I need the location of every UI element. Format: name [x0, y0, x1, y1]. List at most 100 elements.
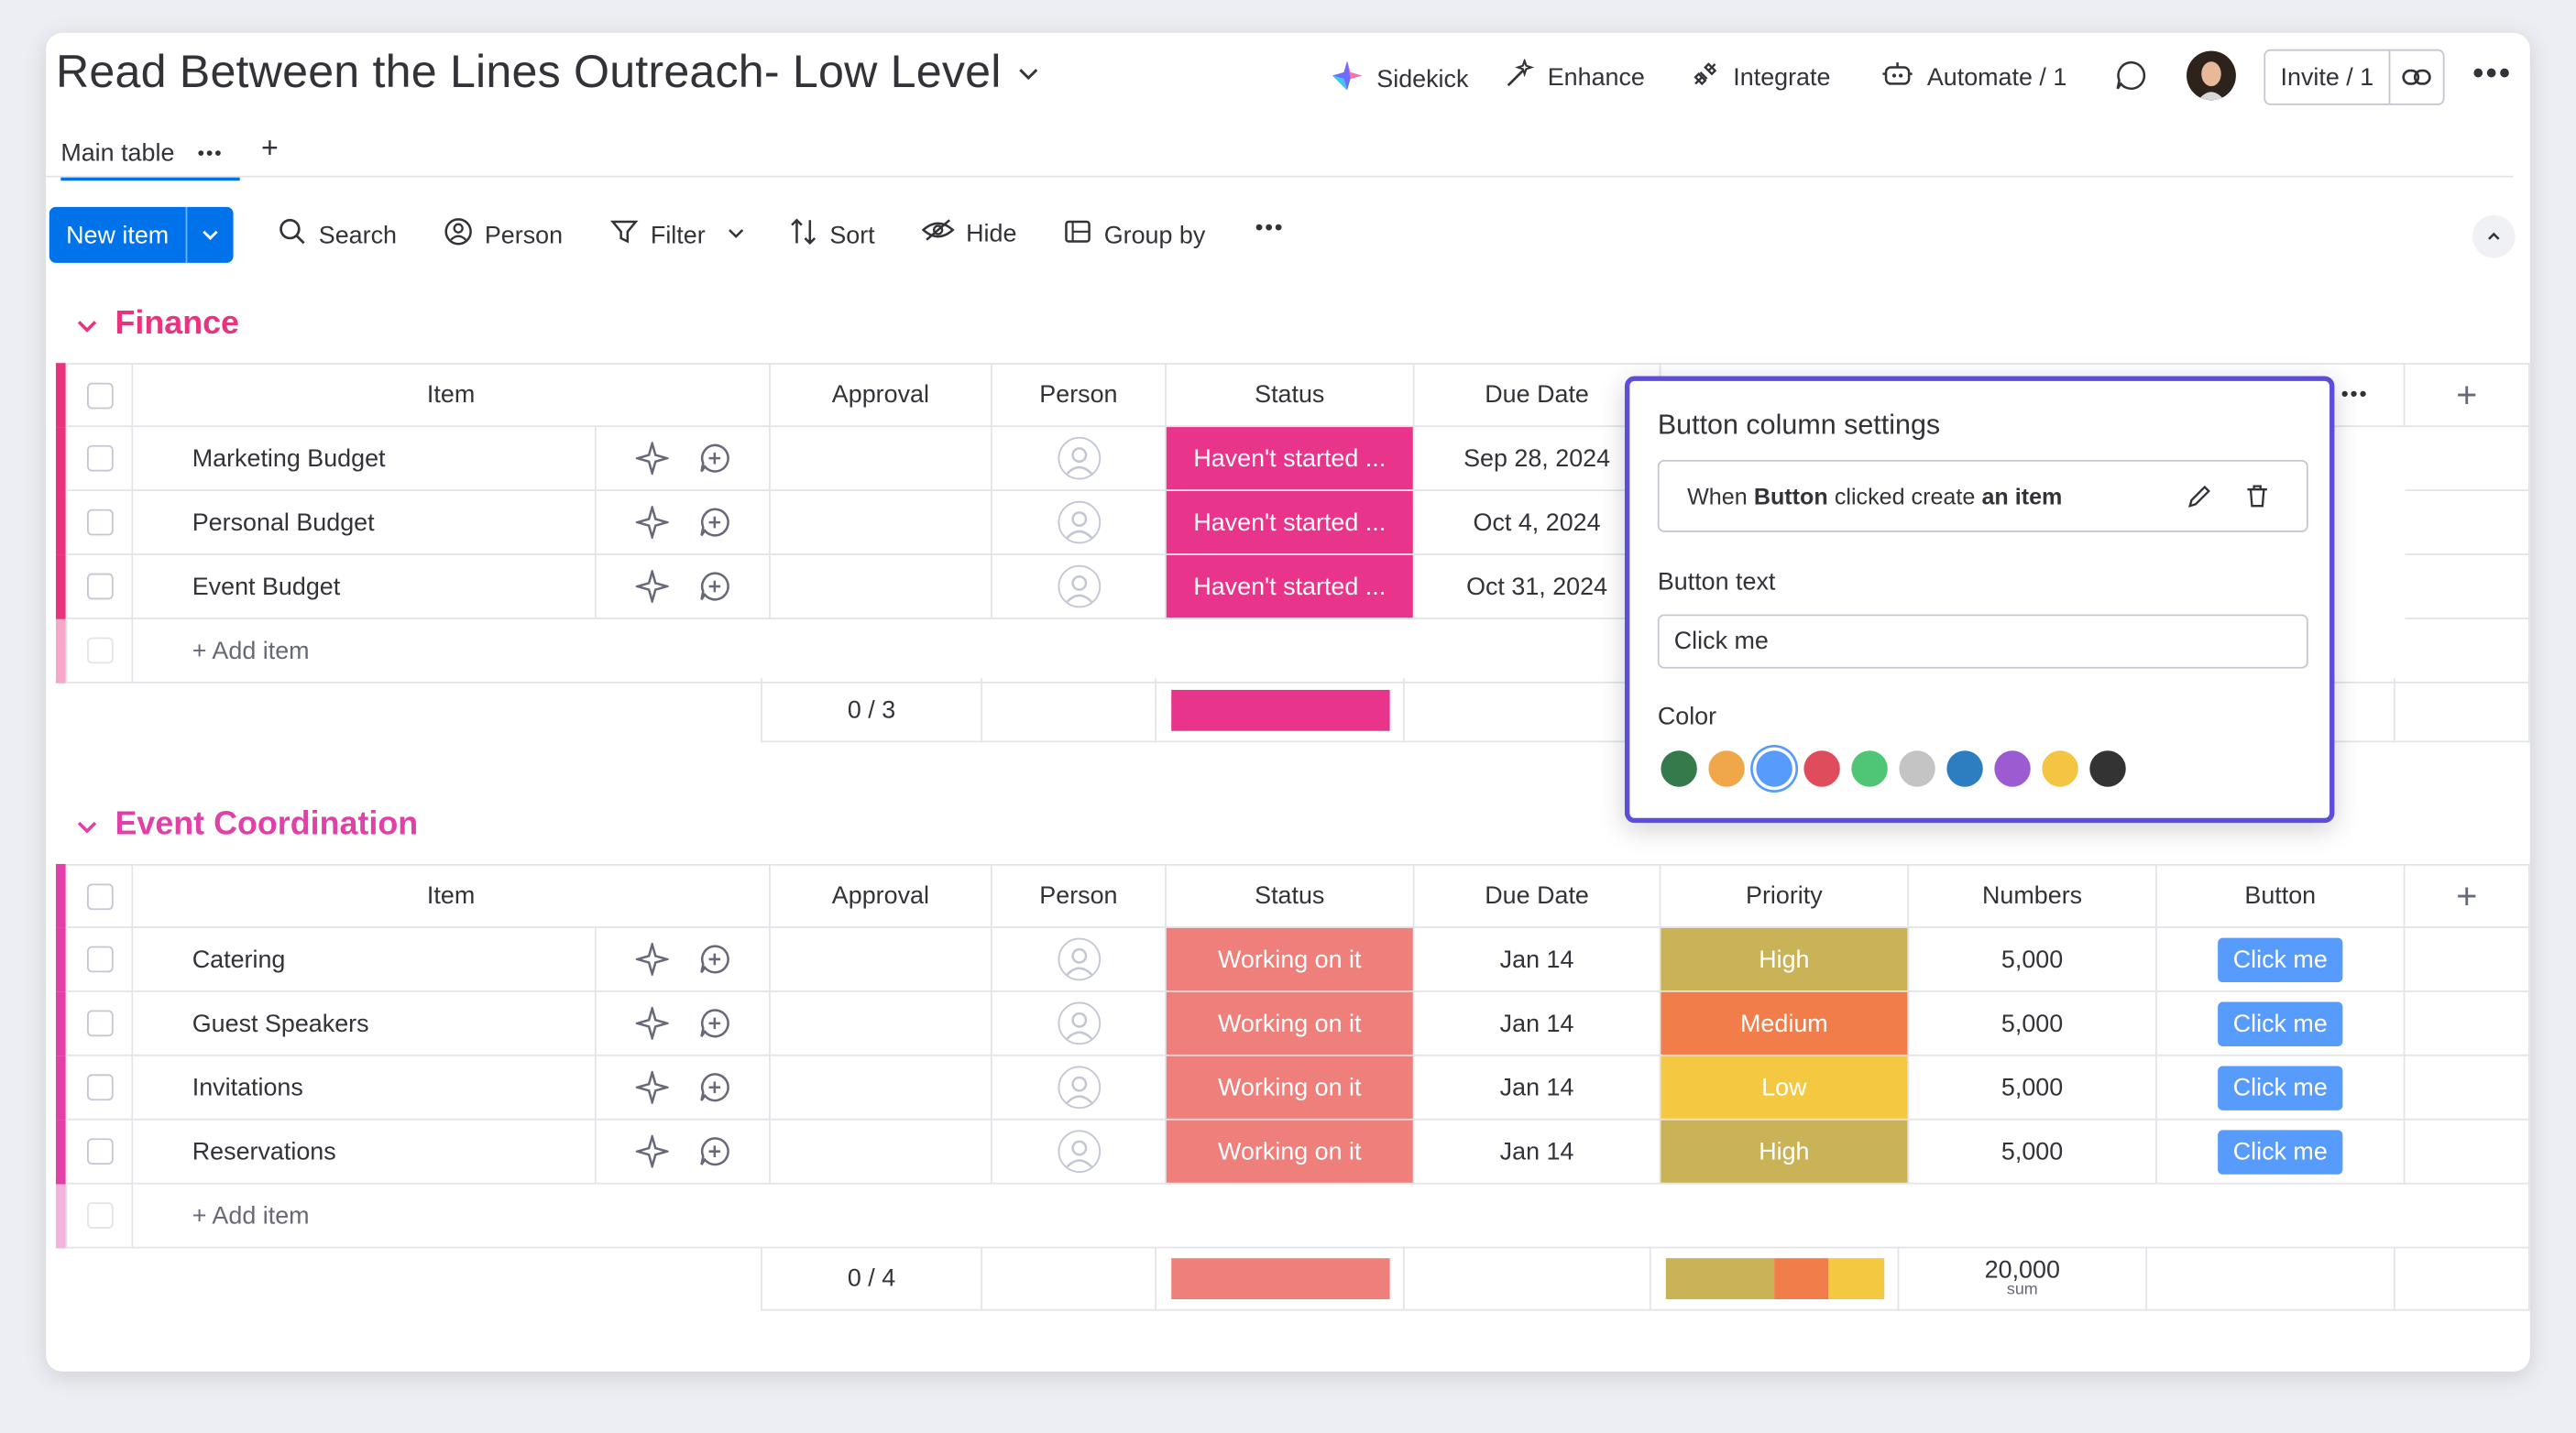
approval-cell[interactable] — [770, 427, 992, 492]
checkbox[interactable] — [86, 444, 113, 472]
board-title[interactable]: Read Between the Lines Outreach- Low Lev… — [55, 46, 1002, 97]
updates-chat-icon[interactable] — [2114, 60, 2147, 93]
more-actions-icon[interactable]: ••• — [1255, 213, 1285, 240]
status-badge[interactable]: Working on it — [1166, 1120, 1415, 1185]
due-date-cell[interactable]: Jan 14 — [1414, 991, 1661, 1056]
new-item-button[interactable]: New item — [49, 206, 234, 263]
item-name[interactable]: Event Budget — [133, 554, 597, 619]
chevron-down-icon[interactable] — [1017, 62, 1040, 93]
automate-button[interactable]: Automate / 1 — [1881, 60, 2066, 95]
row-checkbox-cell[interactable] — [65, 1056, 134, 1121]
item-name[interactable]: Guest Speakers — [133, 991, 597, 1056]
column-header-due-date[interactable]: Due Date — [1414, 363, 1661, 428]
person-cell[interactable] — [992, 991, 1167, 1056]
approval-cell[interactable] — [770, 991, 992, 1056]
group-header-finance[interactable]: Finance — [75, 305, 239, 343]
hide-button[interactable]: Hide — [921, 217, 1016, 250]
search-button[interactable]: Search — [278, 217, 397, 253]
person-cell[interactable] — [992, 1056, 1167, 1121]
numbers-cell[interactable]: 5,000 — [1909, 927, 2157, 992]
column-more-icon[interactable]: ••• — [2340, 380, 2369, 406]
priority-badge[interactable]: Low — [1661, 1056, 1910, 1121]
color-swatch[interactable] — [2042, 750, 2078, 787]
priority-badge[interactable]: High — [1661, 1120, 1910, 1185]
color-swatch[interactable] — [1851, 750, 1888, 787]
person-cell[interactable] — [992, 1120, 1167, 1185]
tab-more-icon[interactable]: ••• — [197, 141, 224, 165]
avatar[interactable] — [2187, 50, 2236, 101]
row-checkbox-cell[interactable] — [65, 491, 134, 555]
sparkle-icon[interactable] — [634, 943, 668, 976]
chevron-down-icon[interactable] — [75, 814, 98, 837]
person-cell[interactable] — [992, 491, 1167, 555]
status-badge[interactable]: Haven't started ... — [1166, 427, 1415, 492]
filter-button[interactable]: Filter — [609, 217, 746, 253]
approval-cell[interactable] — [770, 554, 992, 619]
group-by-button[interactable]: Group by — [1063, 217, 1205, 253]
sort-button[interactable]: Sort — [788, 217, 875, 253]
sparkle-icon[interactable] — [634, 570, 668, 603]
due-date-cell[interactable]: Oct 4, 2024 — [1414, 491, 1661, 555]
chevron-down-icon[interactable] — [75, 313, 98, 336]
color-swatch[interactable] — [1899, 750, 1935, 787]
checkbox[interactable] — [86, 946, 113, 973]
status-badge[interactable]: Working on it — [1166, 991, 1415, 1056]
new-item-label[interactable]: New item — [49, 206, 188, 263]
click-me-button[interactable]: Click me — [2218, 936, 2342, 982]
column-header-button[interactable]: Button — [2156, 863, 2406, 928]
column-header-approval[interactable]: Approval — [770, 363, 992, 428]
click-me-button[interactable]: Click me — [2218, 1065, 2342, 1110]
copy-link-icon[interactable] — [2390, 51, 2442, 104]
table-row[interactable]: Invitations Working on it Jan 14 Low 5,0… — [55, 1056, 2530, 1121]
checkbox[interactable] — [86, 1074, 113, 1101]
status-badge[interactable]: Working on it — [1166, 927, 1415, 992]
column-header-due-date[interactable]: Due Date — [1414, 863, 1661, 928]
person-cell[interactable] — [992, 554, 1167, 619]
status-badge[interactable]: Working on it — [1166, 1056, 1415, 1121]
checkbox[interactable] — [86, 1010, 113, 1037]
add-update-icon[interactable] — [697, 1135, 730, 1168]
add-item-input[interactable]: + Add item — [133, 1184, 2530, 1249]
click-me-button[interactable]: Click me — [2218, 1129, 2342, 1174]
column-header-numbers[interactable]: Numbers — [1909, 863, 2157, 928]
add-item-row[interactable]: + Add item — [55, 1184, 2530, 1249]
button-rule[interactable]: When Button clicked create an item — [1657, 459, 2308, 532]
row-checkbox-cell[interactable] — [65, 554, 134, 619]
sparkle-icon[interactable] — [634, 442, 668, 476]
approval-cell[interactable] — [770, 491, 992, 555]
add-update-icon[interactable] — [697, 506, 730, 539]
chevron-down-icon[interactable] — [187, 207, 233, 263]
person-cell[interactable] — [992, 927, 1167, 992]
table-row[interactable]: Event Budget Haven't started ... Oct 31,… — [55, 554, 2530, 619]
add-update-icon[interactable] — [697, 1007, 730, 1040]
person-filter-button[interactable]: Person — [444, 217, 563, 253]
collapse-header-icon[interactable] — [2472, 214, 2516, 258]
item-name[interactable]: Catering — [133, 927, 597, 992]
add-update-icon[interactable] — [697, 1071, 730, 1104]
color-swatch[interactable] — [1708, 750, 1745, 787]
priority-badge[interactable]: High — [1661, 927, 1910, 992]
color-swatch[interactable] — [1756, 750, 1792, 787]
row-checkbox-cell[interactable] — [65, 1120, 134, 1185]
add-item-row[interactable]: + Add item — [55, 618, 2530, 684]
color-swatch[interactable] — [1946, 750, 1983, 787]
numbers-cell[interactable]: 5,000 — [1909, 1120, 2157, 1185]
add-item-input[interactable]: + Add item — [133, 618, 2530, 684]
invite-button[interactable]: Invite / 1 — [2265, 50, 2391, 104]
add-column-icon[interactable]: + — [2405, 363, 2530, 428]
select-all-checkbox-cell[interactable] — [65, 863, 134, 928]
color-swatch[interactable] — [1994, 750, 2031, 787]
add-update-icon[interactable] — [697, 442, 730, 475]
person-cell[interactable] — [992, 427, 1167, 492]
column-header-priority[interactable]: Priority — [1661, 863, 1910, 928]
row-checkbox-cell[interactable] — [65, 927, 134, 992]
table-row[interactable]: Guest Speakers Working on it Jan 14 Medi… — [55, 991, 2530, 1056]
due-date-cell[interactable]: Jan 14 — [1414, 927, 1661, 992]
chevron-down-icon[interactable] — [727, 221, 747, 248]
integrate-button[interactable]: Integrate — [1691, 60, 1830, 95]
checkbox[interactable] — [86, 882, 113, 910]
due-date-cell[interactable]: Jan 14 — [1414, 1056, 1661, 1121]
group-header-event-coordination[interactable]: Event Coordination — [75, 806, 418, 844]
color-swatch[interactable] — [1803, 750, 1840, 787]
row-checkbox-cell[interactable] — [65, 991, 134, 1056]
